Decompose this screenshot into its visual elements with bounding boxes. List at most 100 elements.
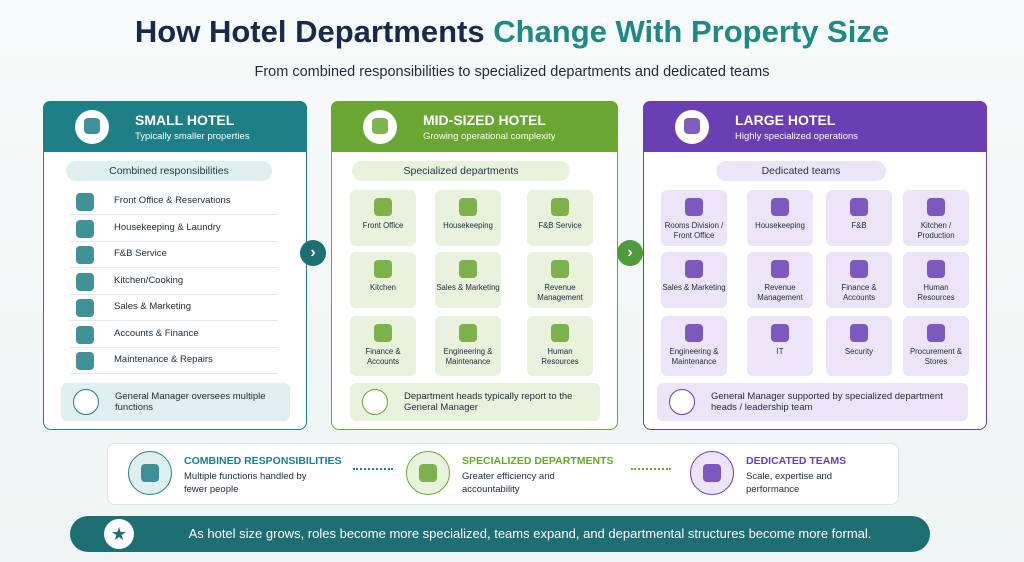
dept-tile: Kitchen / Production: [903, 190, 969, 246]
note-text: General Manager supported by specialized…: [711, 391, 943, 413]
dept-label: Procurement & Stores: [909, 347, 962, 366]
item-row: Sales & Marketing: [70, 295, 278, 321]
icon: [84, 118, 100, 134]
note-text: General Manager oversees multiple functi…: [115, 391, 266, 413]
dept-label: Human Resources: [917, 283, 955, 302]
dept-label: F&B Service: [538, 221, 582, 230]
dept-label: Front Office: [362, 221, 404, 230]
flow-arrow: [631, 468, 671, 470]
dept-tile: F&B: [826, 190, 892, 246]
icon: [551, 198, 569, 216]
icon: [551, 260, 569, 278]
dept-tile: Sales & Marketing: [661, 252, 727, 308]
flow-title: DEDICATED TEAMS: [746, 455, 847, 467]
icon: [685, 324, 703, 342]
dept-label: Security: [844, 347, 874, 356]
item-row: Accounts & Finance: [70, 322, 278, 348]
title: How Hotel Departments Change With Proper…: [0, 14, 1024, 50]
note-icon: [669, 389, 695, 415]
icon: [927, 324, 945, 342]
dept-tile: Revenue Management: [747, 252, 813, 308]
subtitle: From combined responsibilities to specia…: [254, 64, 770, 80]
dept-tile: F&B Service: [527, 190, 593, 246]
icon: [76, 272, 94, 291]
icon: [850, 260, 868, 278]
icon: [703, 464, 721, 482]
dept-label: IT: [776, 347, 784, 356]
icon: [927, 198, 945, 216]
item-row: F&B Service: [70, 242, 278, 268]
banner-bar: [70, 516, 930, 552]
icon: [771, 198, 789, 216]
icon: [459, 260, 477, 278]
note-icon: [362, 389, 388, 415]
icon: [685, 198, 703, 216]
arrow-button: ›: [617, 240, 643, 266]
panel-name: LARGE HOTEL: [735, 112, 836, 128]
dept-label: Sales & Marketing: [436, 283, 500, 292]
dept-tile: Housekeeping: [435, 190, 501, 246]
dept-label: Engineering & Maintenance: [443, 347, 493, 366]
dept-label: Kitchen / Production: [917, 221, 955, 240]
icon: [76, 299, 94, 317]
icon: [374, 260, 392, 278]
dept-label: Housekeeping: [755, 221, 805, 230]
dept-tile: Human Resources: [527, 316, 593, 376]
header-icon: [361, 108, 399, 146]
panel: [43, 101, 307, 430]
icon: [850, 324, 868, 342]
flow-text: Greater efficiency and accountability: [462, 471, 555, 495]
dept-label: Revenue Management: [537, 283, 583, 302]
flow-text: Multiple functions handled by fewer peop…: [184, 471, 307, 495]
panel-tagline: Growing operational complexity: [423, 131, 556, 142]
dept-label: Housekeeping: [443, 221, 493, 230]
dept-tile: Front Office: [350, 190, 416, 246]
section-label: Dedicated teams: [716, 161, 886, 181]
title-part: How Hotel Departments: [134, 14, 485, 49]
dept-tile: Procurement & Stores: [903, 316, 969, 376]
panel-tagline: Highly specialized operations: [735, 131, 859, 142]
icon: [771, 260, 789, 278]
icon: [771, 324, 789, 342]
flow-title: COMBINED RESPONSIBILITIES: [184, 455, 342, 467]
icon: [684, 118, 700, 134]
dept-label: F&B: [851, 221, 867, 230]
panel-tagline: Typically smaller properties: [135, 131, 250, 142]
section-label: Specialized departments: [352, 161, 570, 181]
star-icon: ★: [104, 519, 134, 549]
dept-tile: Finance & Accounts: [826, 252, 892, 308]
icon: [76, 352, 94, 370]
dept-tile: IT: [747, 316, 813, 376]
dept-tile: Housekeeping: [747, 190, 813, 246]
note-text: Department heads typically report to the…: [404, 391, 573, 413]
icon: [685, 260, 703, 278]
dept-label: Rooms Division / Front Office: [664, 221, 724, 240]
item-row: Front Office & Reservations: [70, 189, 278, 215]
dept-label: Human Resources: [541, 347, 579, 366]
flow-title: SPECIALIZED DEPARTMENTS: [462, 455, 614, 467]
dept-label: Engineering & Maintenance: [669, 347, 719, 366]
note-box: General Manager supported by specialized…: [657, 383, 968, 421]
icon: [76, 219, 94, 238]
icon: [374, 324, 392, 342]
icon: [372, 118, 388, 134]
icon: [76, 246, 94, 264]
item-row: Kitchen/Cooking: [70, 269, 278, 295]
dept-label: Revenue Management: [757, 283, 803, 302]
icon: [850, 198, 868, 216]
panel-name: MID-SIZED HOTEL: [423, 112, 546, 128]
dept-tile: Kitchen: [350, 252, 416, 308]
dept-label: Kitchen: [369, 283, 396, 292]
item-row: Housekeeping & Laundry: [70, 216, 278, 242]
note-icon: [73, 389, 99, 415]
icon: [76, 325, 94, 344]
note-box: Department heads typically report to the…: [350, 383, 600, 421]
dept-label: Sales & Marketing: [662, 283, 726, 292]
flow-text: Scale, expertise and performance: [746, 471, 833, 495]
dept-label: Finance & Accounts: [841, 283, 877, 302]
banner-text: As hotel size grows, roles become more s…: [188, 526, 872, 541]
dept-tile: Engineering & Maintenance: [435, 316, 501, 376]
dept-tile: Sales & Marketing: [435, 252, 501, 308]
icon: [419, 464, 437, 482]
